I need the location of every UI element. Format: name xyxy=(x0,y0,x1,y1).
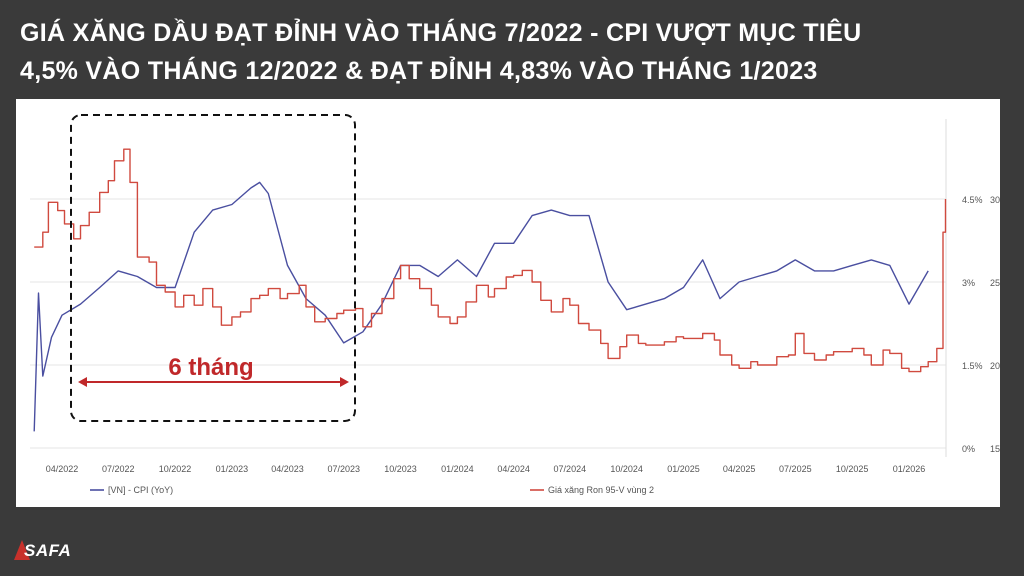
x-tick-label: 04/2024 xyxy=(497,464,530,474)
x-tick-label: 10/2025 xyxy=(836,464,869,474)
right-axis-tick-label: 25 xyxy=(990,278,1000,288)
x-tick-label: 01/2025 xyxy=(667,464,700,474)
title-line-1: GIÁ XĂNG DẦU ĐẠT ĐỈNH VÀO THÁNG 7/2022 -… xyxy=(20,19,862,47)
left-axis-tick-label: 4.5% xyxy=(962,195,983,205)
x-tick-label: 04/2023 xyxy=(271,464,304,474)
safa-logo-icon xyxy=(14,540,30,560)
x-tick-label: 07/2022 xyxy=(102,464,135,474)
left-axis-tick-label: 3% xyxy=(962,278,975,288)
title-line-2: 4,5% VÀO THÁNG 12/2022 & ĐẠT ĐỈNH 4,83% … xyxy=(20,57,818,85)
left-axis-tick-label: 1.5% xyxy=(962,361,983,371)
x-tick-label: 10/2024 xyxy=(610,464,643,474)
series-line-fuel xyxy=(34,148,947,373)
right-axis-tick-label: 20 xyxy=(990,361,1000,371)
x-tick-label: 01/2024 xyxy=(441,464,474,474)
right-axis-tick-label: 30 xyxy=(990,195,1000,205)
annotation-arrow-right-icon xyxy=(340,377,349,387)
x-tick-label: 01/2023 xyxy=(216,464,249,474)
x-tick-label: 04/2022 xyxy=(46,464,79,474)
x-tick-label: 10/2022 xyxy=(159,464,192,474)
x-tick-label: 04/2025 xyxy=(723,464,756,474)
annotation-box xyxy=(70,114,356,422)
chart-panel: 4.5% 30 3% 25 1.5% 20 0% 15 04/2022 07/2022 10/202… xyxy=(16,99,1000,507)
legend-label-cpi: [VN] - CPI (YoY) xyxy=(108,485,173,495)
right-axis-tick-label: 15 xyxy=(990,444,1000,454)
page-title: GIÁ XĂNG DẦU ĐẠT ĐỈNH VÀO THÁNG 7/2022 -… xyxy=(20,14,1010,90)
x-tick-label: 10/2023 xyxy=(384,464,417,474)
series-line-cpi xyxy=(33,181,929,432)
legend-label-fuel: Giá xăng Ron 95-V vùng 2 xyxy=(548,485,654,495)
left-axis-tick-label: 0% xyxy=(962,444,975,454)
annotation-arrow-left-icon xyxy=(78,377,87,387)
x-tick-label: 07/2025 xyxy=(779,464,812,474)
x-tick-label: 07/2024 xyxy=(554,464,587,474)
x-tick-label: 07/2023 xyxy=(327,464,360,474)
logo-text: SAFA xyxy=(24,541,72,560)
annotation-label: 6 tháng xyxy=(168,354,253,381)
x-tick-label: 01/2026 xyxy=(893,464,926,474)
chart-svg: 4.5% 30 3% 25 1.5% 20 0% 15 04/2022 07/2022 10/202… xyxy=(30,114,1000,495)
